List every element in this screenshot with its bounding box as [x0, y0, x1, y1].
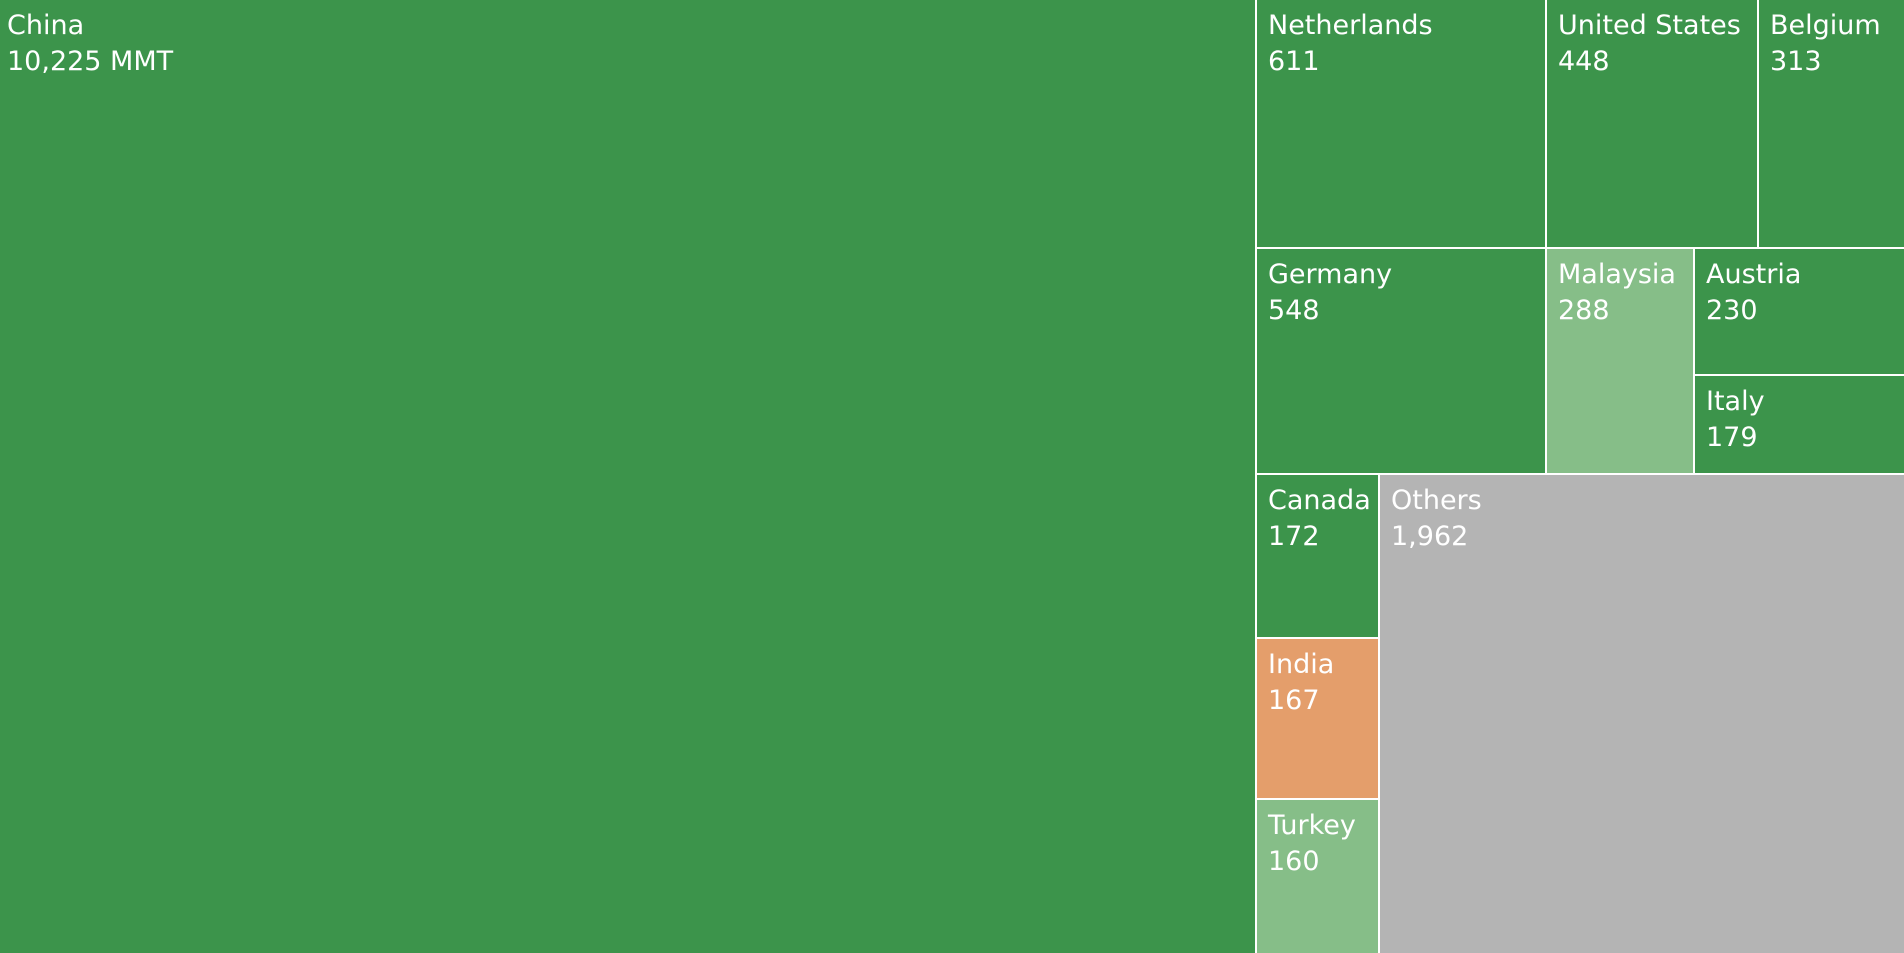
tile-value: 548: [1268, 295, 1320, 326]
tile-germany: Germany 548: [1257, 249, 1545, 473]
tile-value: 611: [1268, 46, 1320, 77]
tile-text: India 167: [1268, 647, 1334, 719]
tile-text: Belgium 313: [1770, 8, 1881, 80]
tile-value: 172: [1268, 521, 1320, 552]
tile-value: 1,962: [1391, 521, 1469, 552]
tile-india: India 167: [1257, 639, 1378, 798]
tile-label: China: [7, 10, 85, 41]
tile-netherlands: Netherlands 611: [1257, 0, 1545, 247]
tile-label: Netherlands: [1268, 10, 1433, 41]
tile-italy: Italy 179: [1695, 376, 1904, 473]
tile-value: 167: [1268, 685, 1320, 716]
tile-value: 230: [1706, 295, 1758, 326]
tile-text: China 10,225 MMT: [7, 8, 173, 80]
tile-turkey: Turkey 160: [1257, 800, 1378, 953]
tile-text: Canada 172: [1268, 483, 1371, 555]
tile-belgium: Belgium 313: [1759, 0, 1904, 247]
tile-value: 179: [1706, 422, 1758, 453]
tile-value: 288: [1558, 295, 1610, 326]
tile-label: Germany: [1268, 259, 1393, 290]
tile-label: India: [1268, 649, 1335, 680]
tile-text: Others 1,962: [1391, 483, 1482, 555]
tile-label: Austria: [1706, 259, 1802, 290]
tile-label: United States: [1558, 10, 1741, 41]
tile-value: 160: [1268, 846, 1320, 877]
tile-text: Malaysia 288: [1558, 257, 1676, 329]
tile-label: Belgium: [1770, 10, 1881, 41]
tile-label: Italy: [1706, 386, 1765, 417]
tile-label: Others: [1391, 485, 1482, 516]
tile-canada: Canada 172: [1257, 475, 1378, 637]
tile-value: 313: [1770, 46, 1822, 77]
tile-value: 448: [1558, 46, 1610, 77]
tile-united-states: United States 448: [1547, 0, 1757, 247]
tile-text: United States 448: [1558, 8, 1741, 80]
tile-text: Turkey 160: [1268, 808, 1356, 880]
tile-text: Netherlands 611: [1268, 8, 1433, 80]
tile-text: Germany 548: [1268, 257, 1392, 329]
tile-label: Turkey: [1268, 810, 1356, 841]
tile-label: Malaysia: [1558, 259, 1676, 290]
tile-malaysia: Malaysia 288: [1547, 249, 1693, 473]
tile-austria: Austria 230: [1695, 249, 1904, 374]
tile-text: Italy 179: [1706, 384, 1765, 456]
tile-label: Canada: [1268, 485, 1371, 516]
tile-text: Austria 230: [1706, 257, 1801, 329]
tile-value: 10,225 MMT: [7, 46, 174, 77]
tile-others: Others 1,962: [1380, 475, 1904, 953]
tile-china: China 10,225 MMT: [0, 0, 1255, 953]
